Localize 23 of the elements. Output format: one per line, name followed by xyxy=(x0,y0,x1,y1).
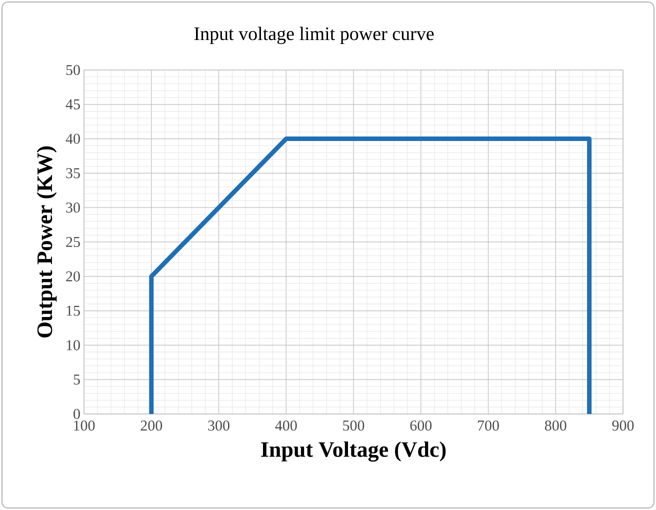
y-tick-label: 0 xyxy=(74,408,80,420)
y-tick-label: 15 xyxy=(66,306,80,316)
x-tick-label: 200 xyxy=(140,420,162,431)
y-tick-label: 50 xyxy=(66,64,80,76)
y-tick-label: 10 xyxy=(66,340,80,350)
y-tick-label: 40 xyxy=(66,134,80,144)
y-tick-label: 35 xyxy=(66,168,80,178)
y-tick-label: 25 xyxy=(66,236,80,248)
y-tick-label: 45 xyxy=(66,99,80,110)
x-tick-label: 400 xyxy=(275,420,297,431)
y-axis-title: Output Power (KW) xyxy=(36,146,57,338)
x-tick-label: 900 xyxy=(612,420,634,431)
x-tick-label: 600 xyxy=(410,420,432,431)
y-tick-label: 30 xyxy=(66,202,80,213)
x-tick-label: 800 xyxy=(544,420,566,431)
x-axis-title: Input Voltage (Vdc) xyxy=(261,441,446,462)
y-tick-label: 5 xyxy=(74,374,80,385)
chart-title: Input voltage limit power curve xyxy=(194,26,434,44)
x-tick-label: 500 xyxy=(343,420,364,431)
y-tick-label: 20 xyxy=(66,271,80,282)
x-tick-label: 100 xyxy=(74,420,95,431)
x-tick-label: 700 xyxy=(478,420,499,431)
x-tick-label: 300 xyxy=(208,420,230,431)
